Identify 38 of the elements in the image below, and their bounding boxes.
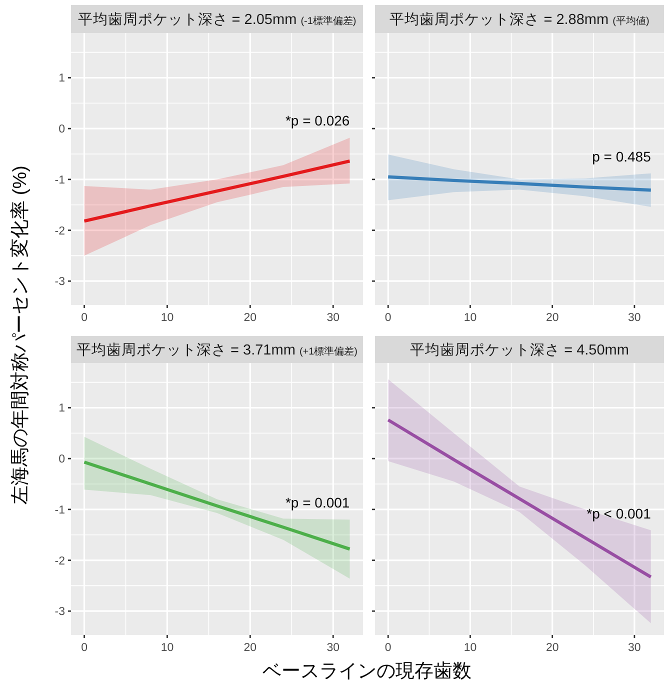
y-tick-label: -1 (54, 504, 65, 516)
x-tick-label: 10 (464, 312, 477, 324)
annotation: *p = 0.001 (285, 494, 350, 511)
y-tick-label: 1 (58, 402, 65, 415)
x-tick-label: 10 (160, 642, 174, 654)
chart-title: 平均歯周ポケット深さ = 2.88mm (平均値) (390, 11, 650, 28)
x-tick-label: 30 (326, 312, 340, 324)
x-tick-label: 0 (384, 642, 392, 654)
x-tick-label: 20 (546, 642, 559, 654)
y-tick-label: 0 (58, 124, 65, 136)
x-tick-label: 20 (244, 642, 257, 654)
y-axis-title: 左海馬の年間対称パーセント変化率 (%) (9, 166, 31, 504)
annotation: p = 0.485 (592, 148, 652, 164)
x-tick-label: 30 (628, 312, 641, 324)
y-tick-label: -2 (54, 225, 65, 238)
line-series (82, 160, 352, 223)
y-tick-label: -1 (54, 174, 65, 186)
x-tick-label: 10 (464, 642, 477, 654)
annotation: *p < 0.001 (586, 505, 652, 522)
x-tick-label: 20 (546, 312, 559, 324)
chart-title: 平均歯周ポケット深さ = 4.50mm (410, 342, 629, 358)
y-tick-label: -3 (54, 606, 65, 618)
x-tick-label: 30 (326, 642, 340, 654)
x-tick-label: 30 (628, 642, 641, 654)
x-tick-label: 10 (160, 312, 174, 324)
y-tick-label: -2 (54, 555, 65, 568)
y-tick-label: 0 (58, 454, 65, 466)
y-tick-label: -3 (54, 276, 65, 288)
x-tick-label: 0 (81, 642, 88, 654)
x-tick-label: 0 (384, 312, 392, 324)
x-tick-label: 0 (81, 312, 88, 324)
chart-title: 平均歯周ポケット深さ = 3.71mm (+1標準偏差) (76, 342, 358, 358)
x-tick-label: 20 (244, 312, 257, 324)
chart-title: 平均歯周ポケット深さ = 2.05mm (-1標準偏差) (78, 11, 356, 28)
annotation: *p = 0.026 (285, 112, 350, 129)
x-axis-title: ベースラインの現存歯数 (262, 661, 472, 682)
y-tick-label: 1 (58, 72, 65, 85)
line-series (82, 460, 352, 551)
